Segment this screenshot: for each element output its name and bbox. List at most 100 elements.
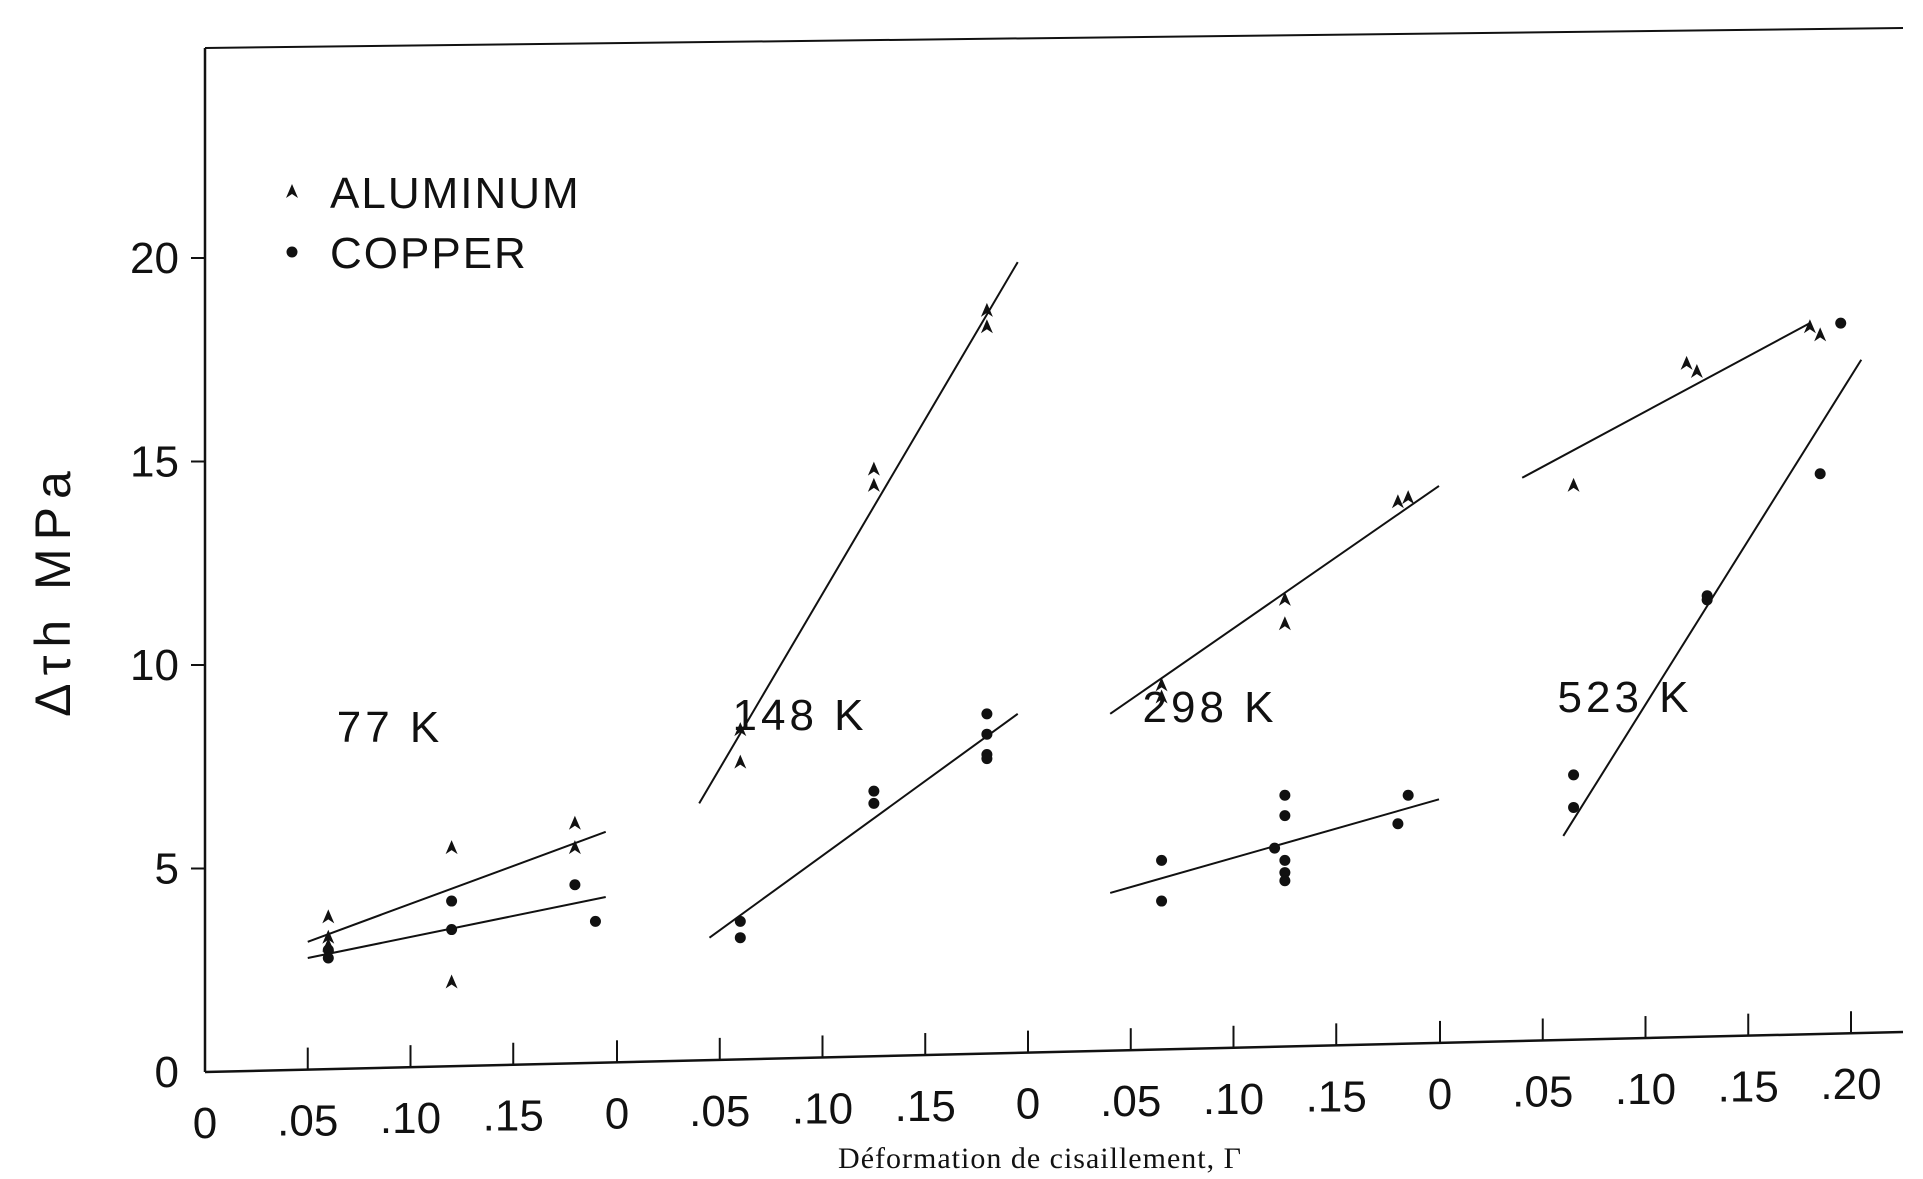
copper-point: [734, 915, 746, 927]
copper-fit-line: [708, 713, 1019, 939]
copper-point: [868, 785, 880, 797]
legend-label: COPPER: [330, 229, 528, 278]
legend-entry-aluminum: ALUMINUM: [286, 169, 581, 218]
aluminum-point: [322, 909, 335, 924]
copper-point: [1156, 854, 1168, 866]
panels: 77 K 148 K 298 K 523 K: [307, 261, 1863, 989]
aluminum-point: [445, 974, 458, 989]
y-tick-label: 0: [155, 1048, 179, 1097]
x-tick-label: .15: [895, 1082, 956, 1131]
x-axis-title: Déformation de cisaillement, Γ: [838, 1142, 1242, 1175]
y-tick-label: 5: [155, 845, 179, 894]
copper-point: [981, 708, 993, 720]
y-tick-label: 10: [130, 641, 179, 690]
copper-point: [1279, 867, 1291, 879]
aluminum-point: [734, 722, 747, 737]
legend-dot-icon: [286, 246, 298, 258]
x-tick-label: .15: [1718, 1063, 1779, 1112]
aluminum-point: [1402, 490, 1415, 505]
aluminum-point: [1690, 363, 1703, 378]
aluminum-point: [980, 319, 993, 334]
copper-point: [322, 944, 334, 956]
aluminum-point: [867, 461, 880, 476]
x-tick-label: .20: [1820, 1060, 1881, 1109]
copper-point: [1279, 875, 1291, 887]
x-tick-label: 0: [605, 1089, 629, 1138]
aluminum-point: [1155, 677, 1168, 692]
aluminum-fit-line: [1521, 322, 1811, 479]
copper-point: [1568, 769, 1580, 781]
aluminum-point: [1278, 616, 1291, 631]
x-tick-label: .10: [380, 1094, 441, 1143]
temperature-label: 298 K: [1143, 683, 1278, 732]
copper-point: [734, 932, 746, 944]
copper-point: [1269, 842, 1281, 854]
x-tick-label: 0: [1428, 1070, 1452, 1119]
panel-148k: 148 K: [698, 261, 1019, 944]
copper-fit-line: [307, 896, 606, 960]
aluminum-point: [568, 815, 581, 830]
copper-point: [981, 753, 993, 765]
copper-point: [1279, 854, 1291, 866]
x-tick-label: .15: [483, 1092, 544, 1141]
aluminum-point: [980, 302, 993, 317]
copper-point: [322, 952, 334, 964]
aluminum-fit-line: [698, 261, 1019, 804]
panel-298k: 298 K: [1109, 485, 1440, 907]
plot-frame: [203, 27, 1904, 1074]
y-tick-label: 15: [130, 438, 179, 487]
x-tick-label: .10: [1615, 1065, 1676, 1114]
legend-triangle-icon: [286, 184, 298, 198]
copper-point: [981, 728, 993, 740]
copper-point: [1156, 895, 1168, 907]
aluminum-point: [734, 754, 747, 769]
aluminum-point: [1803, 319, 1816, 334]
aluminum-point: [1391, 494, 1404, 509]
x-tick-label: .05: [1100, 1077, 1161, 1126]
copper-point: [1279, 789, 1291, 801]
copper-point: [868, 797, 880, 809]
copper-fit-line: [1562, 359, 1863, 837]
aluminum-point: [1567, 477, 1580, 492]
copper-point: [1701, 590, 1713, 602]
aluminum-point: [1680, 355, 1693, 370]
y-axis-title: Δτh MPa: [25, 463, 81, 717]
x-tick-label: 0: [1016, 1080, 1040, 1129]
aluminum-point: [322, 929, 335, 944]
temperature-label: 148 K: [733, 691, 868, 740]
aluminum-fit-line: [1109, 485, 1440, 715]
x-axis: 0 .05 .10 .15 0 .05 .10 .15 0 .05 .10 .15 0 .05 .10 .15…: [193, 1011, 1882, 1148]
frame-top: [204, 27, 1904, 49]
copper-point: [589, 915, 601, 927]
x-tick-label: .05: [277, 1097, 338, 1146]
x-tick-label: .10: [1203, 1075, 1264, 1124]
aluminum-point: [445, 840, 458, 855]
legend: ALUMINUM COPPER: [286, 169, 581, 278]
aluminum-point: [1155, 689, 1168, 704]
copper-point: [569, 879, 581, 891]
legend-entry-copper: COPPER: [286, 229, 528, 278]
x-tick-label: 0: [193, 1099, 217, 1148]
frame-bottom: [204, 1030, 1904, 1074]
x-tick-label: .05: [689, 1087, 750, 1136]
y-tick-label: 20: [130, 234, 179, 283]
y-axis: 0 5 10 15 20: [130, 234, 205, 1097]
aluminum-fit-line: [307, 830, 607, 943]
x-tick-label: .05: [1512, 1067, 1573, 1116]
legend-label: ALUMINUM: [330, 169, 581, 218]
temperature-label: 523 K: [1558, 673, 1693, 722]
copper-point: [1279, 810, 1291, 822]
copper-point: [1814, 468, 1826, 480]
x-tick-label: .10: [792, 1084, 853, 1133]
x-tick-label: .15: [1306, 1072, 1367, 1121]
aluminum-point: [867, 477, 880, 492]
copper-point: [1835, 317, 1847, 329]
aluminum-point: [1814, 327, 1827, 342]
aluminum-point: [568, 840, 581, 855]
copper-point: [1402, 789, 1414, 801]
copper-point: [446, 895, 458, 907]
panel-77k: 77 K: [307, 703, 607, 989]
temperature-label: 77 K: [337, 703, 444, 752]
aluminum-point: [1278, 591, 1291, 606]
